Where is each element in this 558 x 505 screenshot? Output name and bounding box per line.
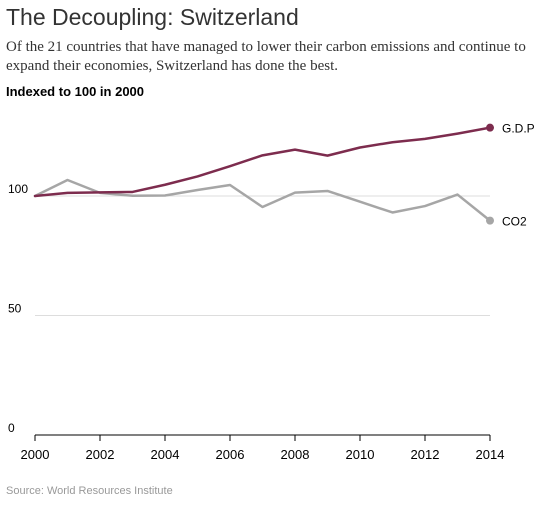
source-note: Source: World Resources Institute: [6, 485, 173, 497]
series-end-point: [486, 216, 494, 225]
y-tick-label: 50: [8, 302, 22, 316]
x-tick-label: 2006: [216, 447, 245, 462]
chart-title: The Decoupling: Switzerland: [6, 4, 299, 30]
series-label: CO2: [502, 215, 527, 229]
x-tick-label: 2014: [476, 447, 505, 462]
chart-subtitle: Of the 21 countries that have managed to…: [6, 39, 526, 74]
x-tick-label: 2008: [281, 447, 310, 462]
x-tick-label: 2012: [411, 447, 440, 462]
series-lines: [33, 123, 494, 225]
x-tick-label: 2004: [151, 447, 180, 462]
y-tick-label: 100: [8, 182, 28, 196]
labels: 0 50 100 2000 2002 2004 2006 2008 2010 2012 2014 CO…: [8, 122, 535, 462]
x-tick-label: 2010: [346, 447, 375, 462]
x-tick-label: 2002: [86, 447, 115, 462]
series-line-co2: [33, 178, 492, 222]
series-end-point: [486, 123, 494, 132]
series-label: G.D.P: [502, 122, 535, 136]
y-tick-label: 0: [8, 421, 15, 435]
x-axis: [34, 434, 491, 441]
x-tick-label: 2000: [21, 447, 50, 462]
series-line-g-d-p: [33, 126, 492, 198]
y-axis-title: Indexed to 100 in 2000: [6, 84, 145, 99]
gridlines: [35, 195, 490, 316]
